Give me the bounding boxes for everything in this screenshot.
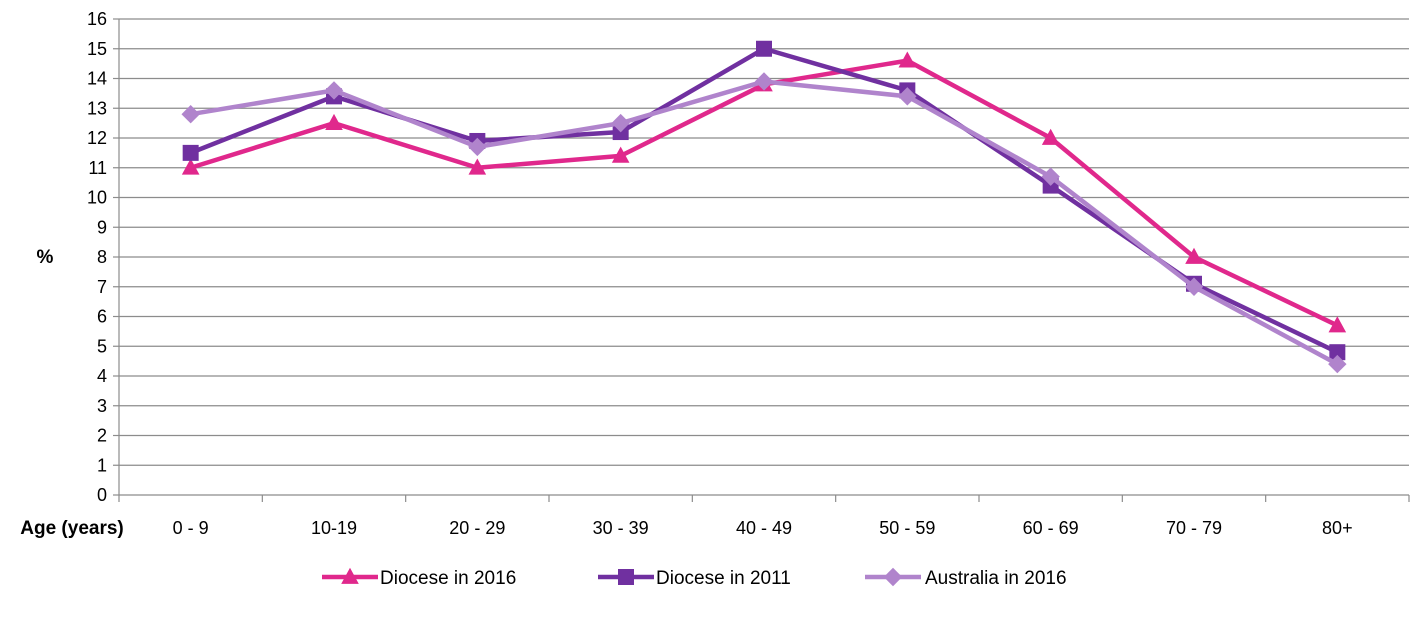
data-point bbox=[1184, 277, 1204, 296]
y-tick-label: 2 bbox=[97, 426, 107, 446]
y-tick-label: 3 bbox=[97, 396, 107, 416]
y-tick-label: 7 bbox=[97, 277, 107, 297]
x-tick-label: 30 - 39 bbox=[593, 518, 649, 538]
legend-marker bbox=[618, 569, 634, 585]
y-tick-label: 0 bbox=[97, 485, 107, 505]
data-point bbox=[1329, 344, 1346, 361]
legend-label: Diocese in 2011 bbox=[656, 568, 791, 589]
x-tick-label: 40 - 49 bbox=[736, 518, 792, 538]
data-point bbox=[1328, 354, 1347, 374]
y-tick-label: 13 bbox=[87, 98, 107, 118]
y-tick-label: 11 bbox=[88, 158, 107, 178]
axes bbox=[113, 18, 1410, 502]
data-point bbox=[1041, 128, 1060, 145]
x-tick-label: 0 - 9 bbox=[173, 518, 209, 538]
y-tick-label: 4 bbox=[97, 366, 107, 386]
data-point bbox=[898, 87, 917, 106]
x-tick-label: 70 - 79 bbox=[1166, 518, 1222, 538]
data-point bbox=[898, 51, 917, 68]
x-tick-labels: 0 - 9 10-19 20 - 29 30 - 39 40 - 49 50 - 59 60… bbox=[173, 518, 1353, 538]
y-tick-label: 9 bbox=[97, 217, 107, 237]
x-tick-label: 10-19 bbox=[311, 518, 357, 538]
y-tick-label: 10 bbox=[87, 188, 107, 208]
data-point bbox=[325, 113, 343, 131]
x-tick-label: 60 - 69 bbox=[1023, 518, 1079, 538]
y-tick-label: 16 bbox=[87, 9, 107, 29]
data-point bbox=[468, 158, 487, 175]
y-tick-label: 15 bbox=[87, 39, 107, 59]
data-point bbox=[181, 158, 200, 175]
legend[interactable]: Diocese in 2016 Diocese in 2011 Australia … bbox=[322, 567, 1067, 589]
legend-marker bbox=[883, 567, 903, 587]
x-axis-title: Age (years) bbox=[20, 518, 124, 539]
data-point bbox=[182, 144, 199, 161]
x-tick-label: 50 - 59 bbox=[879, 518, 935, 538]
y-tick-label: 12 bbox=[87, 128, 107, 148]
data-point bbox=[611, 146, 630, 163]
data-point bbox=[611, 113, 630, 133]
data-point bbox=[1328, 316, 1347, 333]
series-diocese-in-2016 bbox=[181, 51, 1347, 333]
y-axis-title: % bbox=[37, 247, 54, 268]
x-tick-label: 80+ bbox=[1322, 518, 1353, 538]
legend-label: Australia in 2016 bbox=[925, 568, 1067, 589]
legend-item[interactable]: Diocese in 2011 bbox=[598, 568, 791, 589]
legend-label: Diocese in 2016 bbox=[380, 568, 516, 589]
data-point bbox=[756, 40, 772, 57]
data-point bbox=[324, 81, 344, 100]
series-lines bbox=[181, 40, 1347, 374]
data-point bbox=[181, 105, 200, 124]
y-tick-label: 6 bbox=[97, 307, 107, 327]
data-point bbox=[754, 72, 774, 91]
legend-item[interactable]: Australia in 2016 bbox=[865, 567, 1067, 589]
y-tick-label: 8 bbox=[97, 247, 107, 267]
series-line bbox=[189, 46, 1339, 355]
series-line bbox=[190, 79, 1339, 367]
data-point bbox=[1185, 247, 1203, 264]
y-tick-label: 1 bbox=[97, 455, 107, 475]
y-tick-label: 5 bbox=[97, 336, 107, 356]
x-tick-label: 20 - 29 bbox=[449, 518, 505, 538]
series-australia-in-2016 bbox=[181, 72, 1347, 374]
legend-marker bbox=[341, 567, 359, 584]
data-point bbox=[468, 137, 487, 157]
data-point bbox=[1041, 167, 1060, 186]
legend-item[interactable]: Diocese in 2016 bbox=[322, 567, 516, 589]
y-tick-label: 14 bbox=[87, 69, 107, 89]
